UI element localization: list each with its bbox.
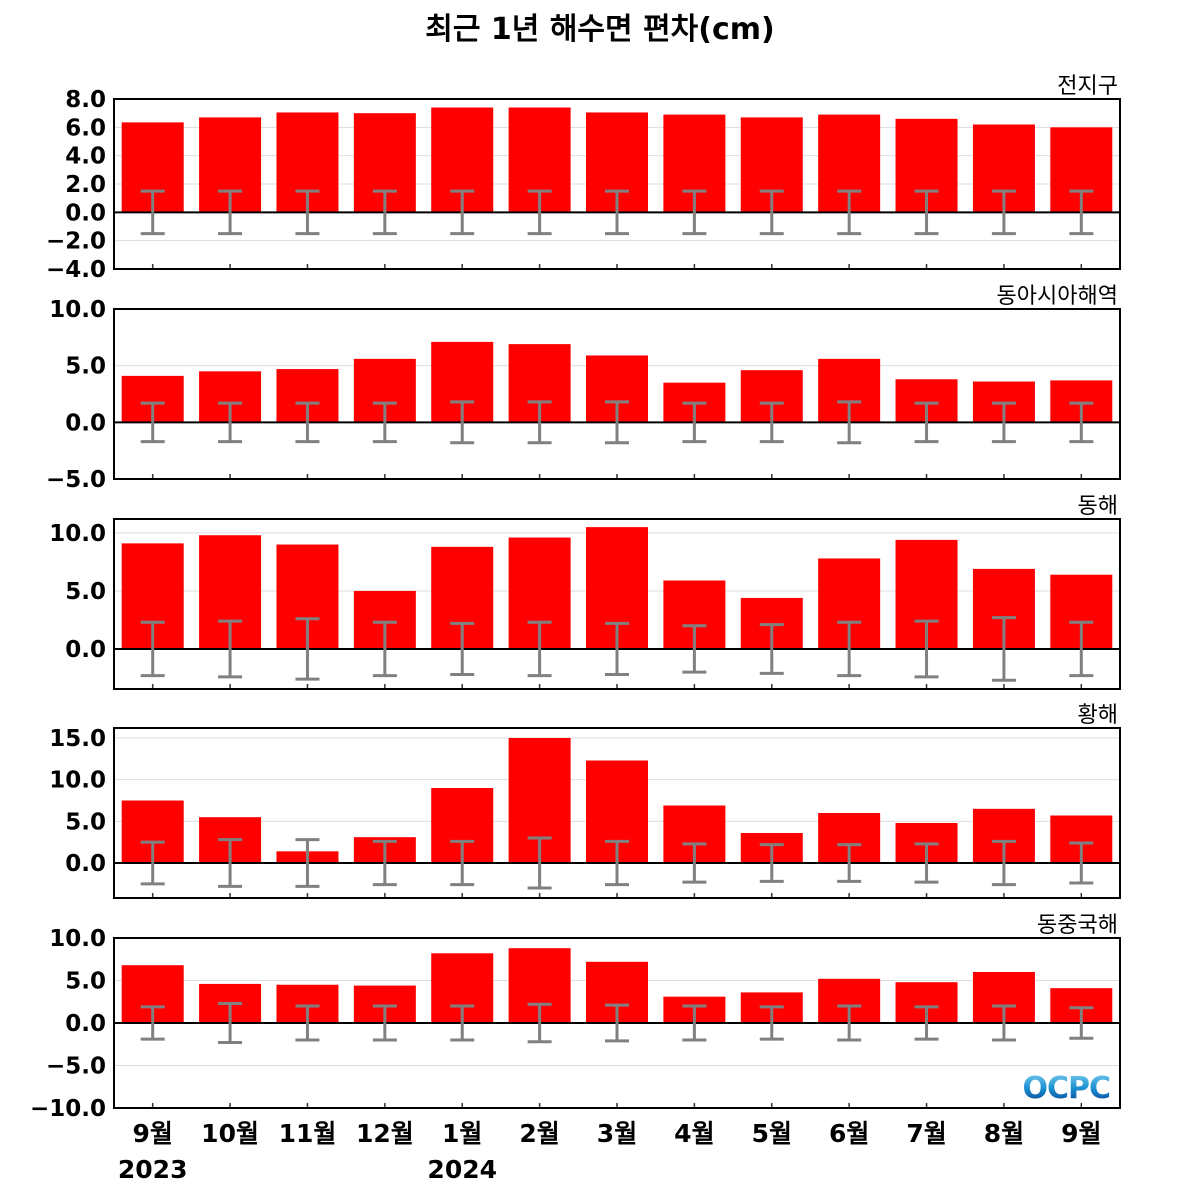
y-tick-label: −5.0 [46, 1054, 106, 1080]
y-tick-label: 10.0 [49, 926, 106, 952]
y-tick-label: 4.0 [65, 144, 106, 170]
x-tick-label: 11월 [279, 1119, 337, 1148]
y-tick-label: 0.0 [65, 637, 106, 663]
y-tick-label: 5.0 [65, 579, 106, 605]
x-tick-label: 4월 [674, 1119, 714, 1148]
y-tick-label: 10.0 [49, 521, 106, 547]
x-tick-label: 3월 [597, 1119, 637, 1148]
y-tick-label: −2.0 [46, 229, 106, 255]
y-tick-label: 5.0 [65, 969, 106, 995]
x-tick-label: 2월 [519, 1119, 559, 1148]
y-tick-label: 0.0 [65, 200, 106, 226]
y-tick-label: 2.0 [65, 172, 106, 198]
x-tick-label: 9월 [1061, 1119, 1101, 1148]
year-label: 2023 [118, 1155, 188, 1184]
x-tick-label: 10월 [201, 1119, 259, 1148]
y-tick-label: −10.0 [30, 1096, 106, 1122]
y-tick-label: −5.0 [46, 467, 106, 493]
x-tick-label: 5월 [752, 1119, 792, 1148]
y-tick-label: 5.0 [65, 809, 106, 835]
y-tick-label: 0.0 [65, 851, 106, 877]
x-tick-label: 1월 [442, 1119, 482, 1148]
panel-frame [113, 308, 1121, 480]
y-tick-label: 6.0 [65, 115, 106, 141]
y-tick-label: 8.0 [65, 87, 106, 113]
panel-frame [113, 518, 1121, 690]
panel-title: 전지구 [1057, 74, 1118, 99]
panel-title: 동아시아해역 [997, 284, 1118, 309]
panel-frame [113, 937, 1121, 1109]
panel-frame [113, 98, 1121, 270]
ocpc-logo: OCPC [1022, 1071, 1110, 1106]
y-tick-label: −4.0 [46, 257, 106, 283]
y-tick-label: 0.0 [65, 410, 106, 436]
y-tick-label: 0.0 [65, 1011, 106, 1037]
x-tick-label: 12월 [356, 1119, 414, 1148]
x-tick-label: 8월 [984, 1119, 1024, 1148]
x-tick-label: 9월 [132, 1119, 172, 1148]
panel-frame [113, 727, 1121, 899]
y-tick-label: 10.0 [49, 297, 106, 323]
y-tick-label: 15.0 [49, 726, 106, 752]
year-label: 2024 [427, 1155, 497, 1184]
panel-title: 동해 [1078, 494, 1118, 519]
panel-title: 황해 [1078, 703, 1118, 728]
panel-title: 동중국해 [1037, 913, 1118, 938]
x-tick-label: 7월 [906, 1119, 946, 1148]
y-tick-label: 10.0 [49, 768, 106, 794]
chart-title: 최근 1년 해수면 편차(cm) [425, 12, 775, 47]
x-tick-label: 6월 [829, 1119, 869, 1148]
y-tick-label: 5.0 [65, 354, 106, 380]
